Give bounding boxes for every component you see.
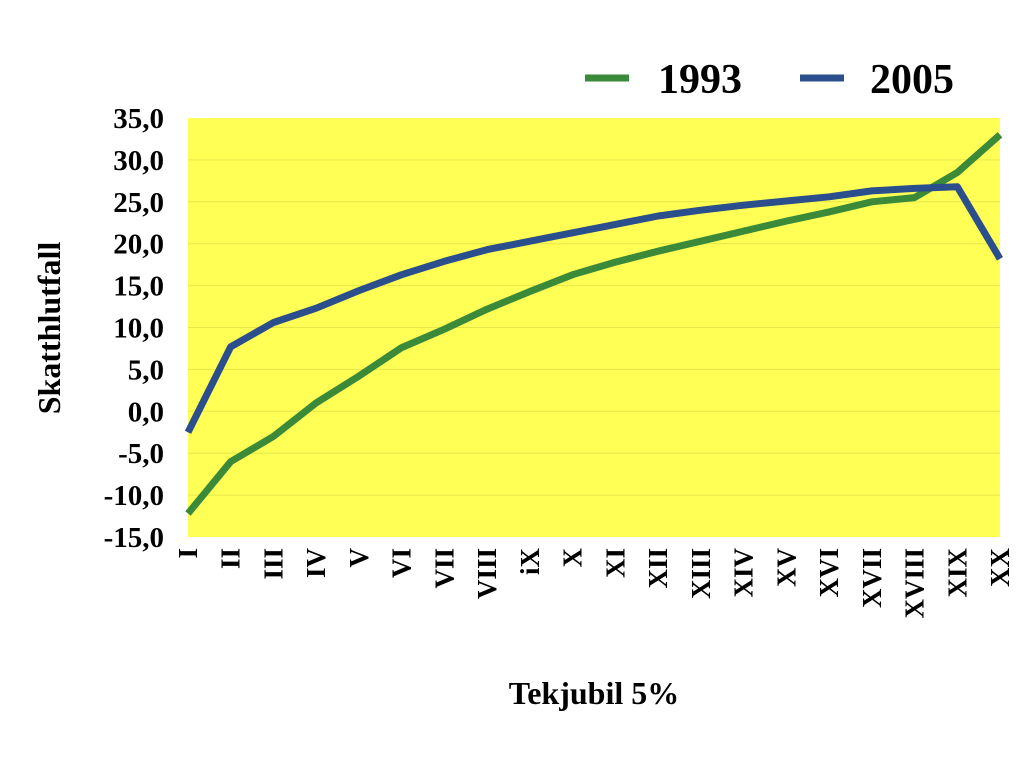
x-tick-label: XX (985, 548, 1015, 587)
x-tick-label: XII (643, 548, 673, 589)
x-tick-label: XVI (814, 548, 844, 598)
y-axis-title: Skatthlutfall (31, 242, 67, 415)
y-tick-label: -5,0 (118, 438, 164, 470)
x-tick-label: I (173, 548, 203, 559)
y-tick-label: 10,0 (113, 313, 164, 345)
series-line-1993 (185, 132, 1003, 516)
x-tick-label: XI (600, 548, 630, 578)
x-tick-label: VIII (472, 548, 502, 599)
x-axis-tick-labels: I II III IV V VI VII VIII iX X XI XII XIII XIV XV XVI XV… (173, 547, 1015, 618)
y-tick-label: -10,0 (104, 480, 164, 512)
y-tick-label: 15,0 (113, 271, 164, 303)
series-lines (184, 132, 1004, 516)
x-tick-label: XV (771, 548, 801, 587)
y-tick-label: 20,0 (113, 229, 164, 261)
legend: 1993 2005 (585, 57, 954, 103)
gridlines (188, 159, 1000, 496)
x-axis-title: Tekjubil 5% (509, 675, 679, 711)
x-tick-label: X (558, 548, 588, 568)
y-tick-label: -15,0 (104, 522, 164, 554)
x-tick-label: VI (387, 548, 417, 578)
y-tick-label: 5,0 (128, 354, 164, 386)
x-tick-label: II (216, 548, 246, 569)
x-tick-label: XVIII (900, 548, 930, 619)
y-tick-label: 25,0 (113, 187, 164, 219)
x-tick-label: XIX (942, 548, 972, 598)
x-tick-label: VII (429, 548, 459, 589)
x-tick-label: XVII (857, 548, 887, 608)
x-tick-label: XIII (686, 548, 716, 599)
y-axis-tick-labels: 35,0 30,0 25,0 20,0 15,0 10,0 5,0 0,0 -5,0 -10,0 -… (104, 103, 164, 554)
series-line-2005 (184, 183, 1004, 434)
y-tick-label: 0,0 (128, 396, 164, 428)
legend-label: 2005 (870, 57, 954, 103)
x-tick-label: IV (301, 548, 331, 579)
x-tick-label: XIV (729, 548, 759, 598)
legend-label: 1993 (658, 57, 742, 103)
x-tick-label: III (258, 548, 288, 580)
y-tick-label: 30,0 (113, 145, 164, 177)
y-tick-label: 35,0 (113, 103, 164, 135)
x-tick-label: V (344, 548, 374, 568)
x-tick-label: iX (515, 547, 545, 575)
